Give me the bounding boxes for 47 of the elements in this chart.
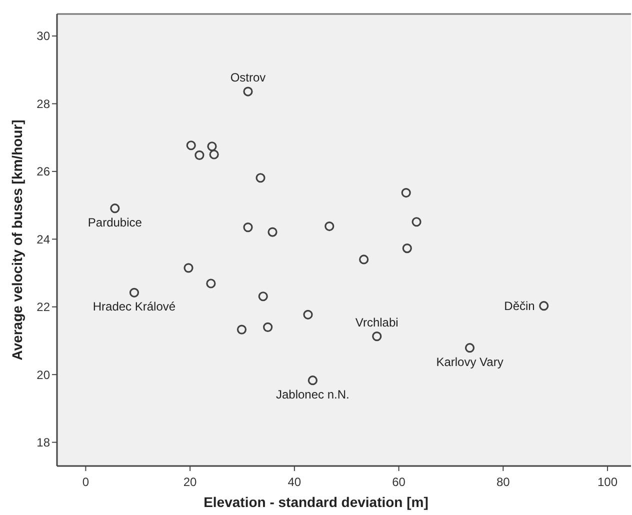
point (186, 140, 196, 150)
point (412, 217, 422, 227)
point (268, 227, 278, 237)
x-tick-label: 20 (183, 475, 198, 489)
point (206, 278, 216, 288)
point (256, 173, 266, 183)
y-axis-title: Average velocity of buses [km/hour] (9, 120, 25, 360)
point (324, 221, 334, 232)
annotation: Vrchlabi (355, 315, 398, 330)
annotation: Ostrov (230, 70, 266, 85)
annotation: Hradec Králové (92, 300, 176, 314)
y-tick-label: 30 (36, 29, 50, 44)
point (303, 310, 313, 320)
point (464, 343, 475, 353)
point (243, 222, 253, 232)
point (401, 188, 411, 198)
point (308, 376, 318, 386)
x-tick-label: 40 (288, 475, 302, 489)
annotation: Karlovy Vary (436, 354, 504, 369)
point (263, 322, 273, 332)
point (207, 142, 217, 152)
y-tick-label: 26 (36, 164, 50, 179)
x-tick-label: 60 (392, 475, 406, 489)
x-tick-label: 0 (82, 475, 90, 489)
y-tick-label: 28 (36, 96, 50, 111)
annotation: Děčin (504, 298, 535, 313)
annotation: Pardubice (88, 215, 142, 230)
point (236, 324, 247, 334)
point (258, 292, 268, 302)
point (110, 204, 120, 214)
x-tick-label: 80 (496, 475, 510, 489)
y-tick-label: 18 (36, 436, 50, 450)
point (243, 86, 253, 96)
point (194, 150, 204, 160)
x-tick-label: 100 (598, 475, 618, 489)
annotation: Jablonec n.N. (276, 387, 350, 402)
y-tick-label: 22 (36, 300, 50, 314)
point (402, 243, 412, 254)
point (209, 150, 219, 160)
point (359, 254, 369, 264)
y-tick-label: 24 (36, 232, 50, 246)
point (372, 332, 382, 342)
point (184, 263, 194, 273)
point (539, 301, 549, 311)
x-axis-title: Elevation - standard deviation [m] (204, 494, 428, 510)
point (129, 288, 140, 298)
y-tick-label: 20 (36, 368, 50, 382)
